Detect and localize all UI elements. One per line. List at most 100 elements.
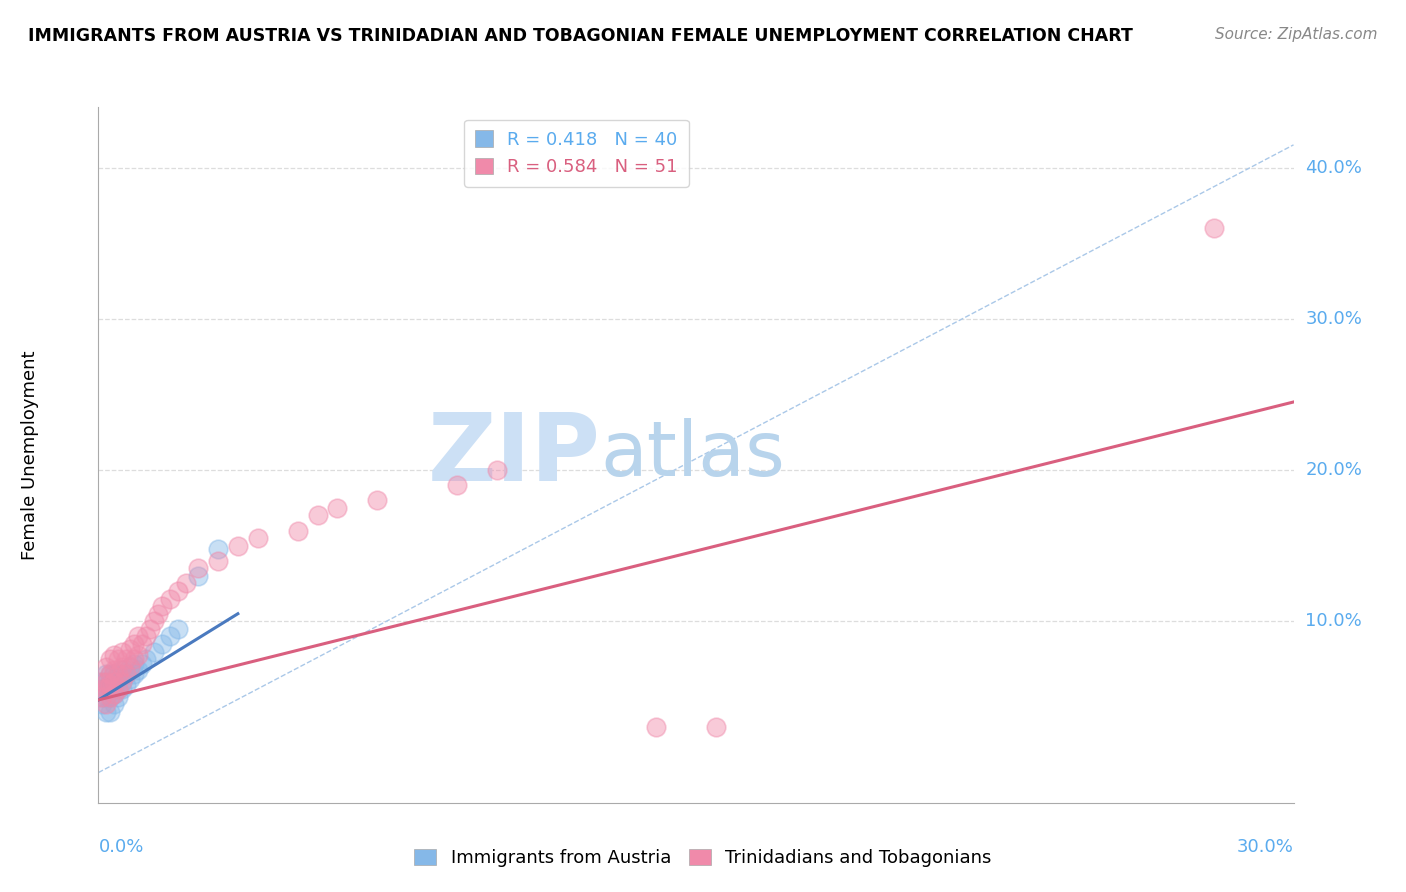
Point bbox=[226, 539, 249, 553]
Point bbox=[103, 663, 125, 677]
Point bbox=[96, 667, 118, 681]
Point bbox=[107, 682, 129, 697]
Point bbox=[91, 674, 114, 689]
Point bbox=[645, 720, 668, 734]
Point bbox=[187, 569, 209, 583]
Point bbox=[150, 637, 173, 651]
Point bbox=[159, 629, 181, 643]
Point bbox=[124, 667, 146, 681]
Point bbox=[96, 705, 118, 719]
Point bbox=[207, 541, 229, 556]
Text: Source: ZipAtlas.com: Source: ZipAtlas.com bbox=[1215, 27, 1378, 42]
Point bbox=[96, 682, 118, 697]
Text: 30.0%: 30.0% bbox=[1305, 310, 1362, 327]
Point bbox=[111, 674, 134, 689]
Point bbox=[111, 644, 134, 658]
Point bbox=[127, 648, 149, 662]
Point bbox=[120, 659, 142, 673]
Point bbox=[131, 657, 153, 671]
Text: 10.0%: 10.0% bbox=[1305, 612, 1362, 631]
Point bbox=[127, 629, 149, 643]
Point bbox=[127, 663, 149, 677]
Point bbox=[174, 576, 197, 591]
Point bbox=[111, 682, 134, 697]
Point bbox=[111, 674, 134, 689]
Point bbox=[91, 698, 114, 712]
Point bbox=[107, 652, 129, 666]
Point bbox=[91, 690, 114, 704]
Text: Female Unemployment: Female Unemployment bbox=[21, 351, 39, 559]
Point bbox=[103, 648, 125, 662]
Point bbox=[96, 674, 118, 689]
Point bbox=[98, 652, 122, 666]
Point bbox=[120, 641, 142, 656]
Legend: Immigrants from Austria, Trinidadians and Tobagonians: Immigrants from Austria, Trinidadians an… bbox=[408, 841, 998, 874]
Point bbox=[107, 690, 129, 704]
Point bbox=[124, 657, 146, 671]
Point bbox=[98, 667, 122, 681]
Point bbox=[91, 682, 114, 697]
Point bbox=[246, 531, 269, 545]
Legend: R = 0.418   N = 40, R = 0.584   N = 51: R = 0.418 N = 40, R = 0.584 N = 51 bbox=[464, 120, 689, 186]
Point bbox=[103, 678, 125, 692]
Point bbox=[91, 674, 114, 689]
Point bbox=[96, 698, 118, 712]
Point bbox=[143, 615, 166, 629]
Point bbox=[124, 652, 146, 666]
Point bbox=[115, 667, 138, 681]
Point bbox=[107, 682, 129, 697]
Point bbox=[98, 678, 122, 692]
Point bbox=[115, 652, 138, 666]
Point bbox=[287, 524, 309, 538]
Point bbox=[98, 674, 122, 689]
Point bbox=[120, 659, 142, 673]
Text: 40.0%: 40.0% bbox=[1305, 159, 1362, 177]
Point bbox=[107, 674, 129, 689]
Point bbox=[326, 500, 349, 515]
Point bbox=[96, 690, 118, 704]
Text: 20.0%: 20.0% bbox=[1305, 461, 1362, 479]
Point bbox=[307, 508, 329, 523]
Point bbox=[96, 682, 118, 697]
Text: atlas: atlas bbox=[600, 418, 785, 491]
Point bbox=[98, 690, 122, 704]
Point bbox=[207, 554, 229, 568]
Point bbox=[103, 687, 125, 701]
Point bbox=[148, 607, 170, 621]
Point bbox=[103, 698, 125, 712]
Point bbox=[103, 667, 125, 681]
Point bbox=[111, 663, 134, 677]
Point bbox=[98, 682, 122, 697]
Point bbox=[115, 678, 138, 692]
Text: IMMIGRANTS FROM AUSTRIA VS TRINIDADIAN AND TOBAGONIAN FEMALE UNEMPLOYMENT CORREL: IMMIGRANTS FROM AUSTRIA VS TRINIDADIAN A… bbox=[28, 27, 1133, 45]
Point bbox=[187, 561, 209, 575]
Point bbox=[159, 591, 181, 606]
Point bbox=[139, 622, 162, 636]
Text: ZIP: ZIP bbox=[427, 409, 600, 501]
Point bbox=[366, 493, 388, 508]
Point bbox=[485, 463, 508, 477]
Point bbox=[120, 672, 142, 686]
Point bbox=[107, 667, 129, 681]
Point bbox=[98, 690, 122, 704]
Point bbox=[131, 637, 153, 651]
Point bbox=[98, 667, 122, 681]
Point bbox=[446, 478, 468, 492]
Point bbox=[103, 687, 125, 701]
Point bbox=[704, 720, 727, 734]
Point bbox=[167, 622, 190, 636]
Point bbox=[103, 674, 125, 689]
Point bbox=[91, 690, 114, 704]
Point bbox=[96, 674, 118, 689]
Point bbox=[111, 659, 134, 673]
Point bbox=[98, 705, 122, 719]
Text: 0.0%: 0.0% bbox=[98, 838, 143, 855]
Point bbox=[96, 659, 118, 673]
Point bbox=[143, 644, 166, 658]
Point bbox=[124, 637, 146, 651]
Point bbox=[115, 667, 138, 681]
Point bbox=[135, 629, 157, 643]
Point bbox=[150, 599, 173, 614]
Point bbox=[1202, 221, 1225, 235]
Point bbox=[107, 667, 129, 681]
